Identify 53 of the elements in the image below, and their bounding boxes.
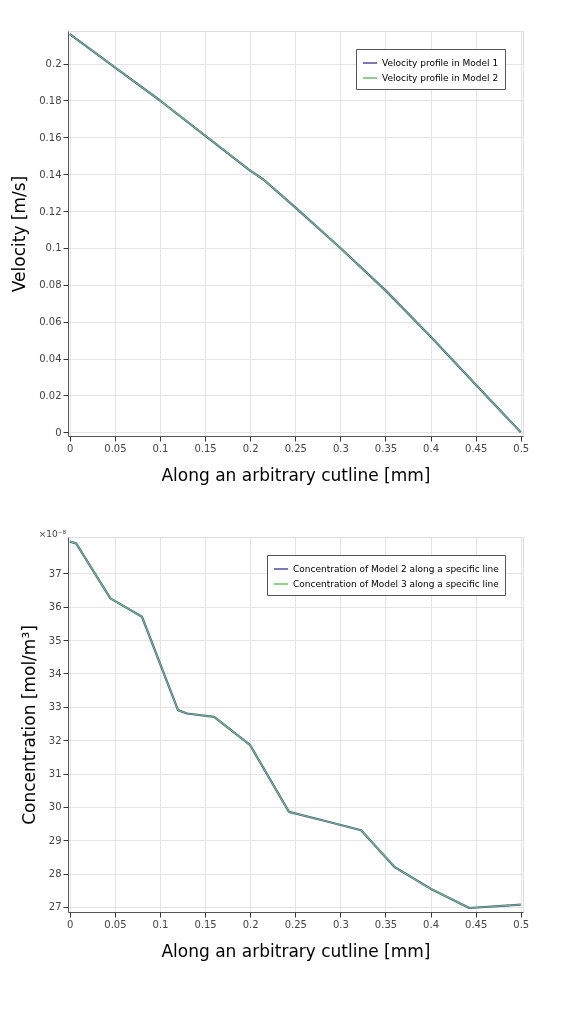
y-axis-title: Concentration [mol/m³]	[18, 625, 39, 825]
y-tick-label: 0.06	[39, 316, 62, 328]
y-tick-label: 0.12	[39, 205, 62, 217]
x-tick-label: 0.1	[152, 442, 169, 454]
y-tick-label: 29	[48, 834, 62, 846]
y-tick-label: 0.18	[39, 95, 62, 106]
x-tick-label: 0.4	[423, 918, 440, 930]
legend-label: Concentration of Model 2 along a specific line	[293, 564, 500, 574]
x-tick-label: 0.3	[332, 918, 349, 930]
y-tick-label: 27	[48, 901, 62, 913]
y-tick-label: 35	[48, 634, 62, 646]
x-tick-label: 0.4	[423, 442, 440, 454]
y-tick-label: 31	[48, 768, 62, 780]
x-tick-label: 0	[67, 918, 74, 930]
y-tick-label: 0.02	[39, 389, 62, 401]
x-tick-label: 0.15	[194, 442, 217, 454]
y-tick-label: 0.2	[45, 58, 62, 70]
x-tick-label: 0.5	[513, 442, 530, 454]
y-tick-label: 34	[48, 667, 62, 679]
x-tick-label: 0.25	[284, 918, 307, 930]
y-tick-label: 0.1	[45, 242, 62, 254]
y-tick-label: 0	[55, 426, 62, 438]
x-tick-label: 0.2	[242, 442, 259, 454]
x-tick-label: 0.1	[152, 918, 169, 930]
y-tick-label: 36	[48, 601, 62, 613]
x-tick-label: 0	[67, 442, 74, 454]
x-axis-title: Along an arbitrary cutline [mm]	[161, 464, 431, 485]
x-axis-title: Along an arbitrary cutline [mm]	[161, 940, 431, 961]
y-axis-title: Velocity [m/s]	[9, 175, 30, 293]
legend-label: Concentration of Model 3 along a specific line	[293, 579, 500, 589]
y-tick-label: 0.14	[39, 168, 62, 180]
y-tick-label: 30	[48, 801, 62, 813]
x-tick-label: 0.35	[374, 918, 398, 930]
x-tick-label: 0.45	[465, 918, 488, 930]
legend-label: Velocity profile in Model 1	[382, 58, 499, 68]
x-tick-label: 0.5	[513, 918, 530, 930]
x-tick-label: 0.35	[374, 442, 398, 454]
y-tick-label: 0.08	[39, 279, 62, 291]
y-tick-label: 0.04	[39, 353, 62, 365]
x-tick-label: 0.3	[332, 442, 349, 454]
x-tick-label: 0.25	[284, 442, 307, 454]
x-tick-label: 0.05	[104, 918, 127, 930]
legend-label: Velocity profile in Model 2	[382, 73, 499, 83]
x-tick-label: 0.2	[242, 918, 259, 930]
x-tick-label: 0.45	[465, 442, 488, 454]
text: ×10⁻⁸	[38, 529, 67, 539]
y-tick-label: 33	[48, 701, 62, 713]
y-tick-label: 37	[48, 567, 62, 579]
y-tick-label: 28	[48, 868, 62, 880]
x-tick-label: 0.05	[104, 442, 127, 454]
x-tick-label: 0.15	[194, 918, 217, 930]
y-tick-label: 32	[48, 734, 62, 746]
y-tick-label: 0.16	[39, 131, 62, 143]
